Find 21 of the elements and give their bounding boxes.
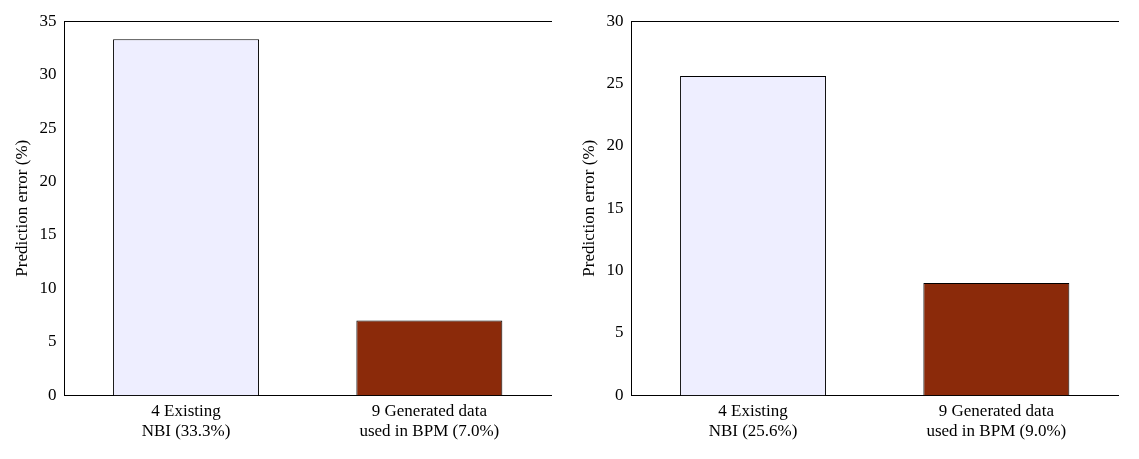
y-tick-label: 25 bbox=[39, 117, 57, 137]
y-tick-label: 0 bbox=[47, 384, 57, 404]
y-tick-label: 5 bbox=[47, 331, 57, 351]
y-tick-label: 35 bbox=[39, 10, 57, 30]
x-tick-label: 9 Generated data used in BPM (7.0%) bbox=[359, 400, 500, 441]
x-tick-label: 4 Existing NBI (33.3%) bbox=[141, 400, 231, 441]
y-tick-label: 10 bbox=[606, 260, 624, 279]
y-axis-title: Prediction error (%) bbox=[11, 139, 31, 277]
y-tick-label: 10 bbox=[39, 277, 57, 297]
y-tick-label: 20 bbox=[606, 135, 624, 155]
y-tick-label: 25 bbox=[606, 73, 624, 92]
y-tick-label: 15 bbox=[39, 224, 57, 244]
x-tick-label: 9 Generated data used in BPM (9.0%) bbox=[926, 400, 1067, 441]
y-tick-label: 30 bbox=[606, 10, 624, 30]
x-tick-label: 4 Existing NBI (25.6%) bbox=[708, 400, 798, 441]
y-tick-label: 5 bbox=[614, 322, 624, 342]
y-axis-title: Prediction error (%) bbox=[578, 139, 598, 277]
y-tick-label: 15 bbox=[606, 197, 624, 217]
y-tick-label: 20 bbox=[39, 170, 57, 190]
y-tick-label: 0 bbox=[614, 384, 624, 404]
y-tick-label: 30 bbox=[39, 64, 57, 84]
